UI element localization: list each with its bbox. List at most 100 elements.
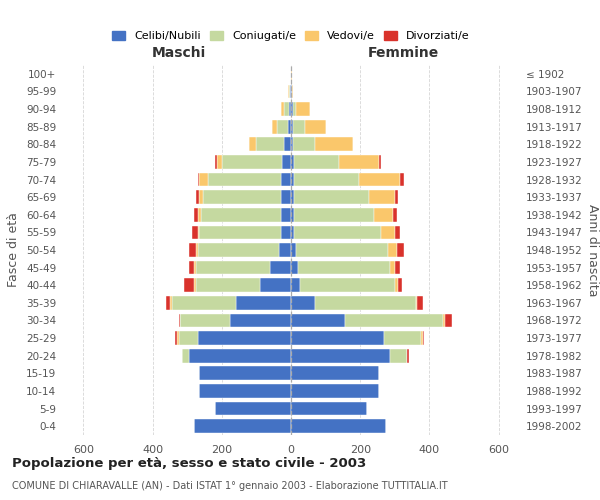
Bar <box>407 349 409 362</box>
Bar <box>291 84 292 98</box>
Bar <box>291 366 379 380</box>
Bar <box>197 331 291 345</box>
Bar <box>291 172 295 186</box>
Bar <box>194 208 197 222</box>
Bar <box>289 102 291 116</box>
Bar <box>189 349 291 362</box>
Bar <box>389 349 407 362</box>
Bar <box>400 172 404 186</box>
Bar <box>315 138 353 151</box>
Bar <box>201 208 281 222</box>
Text: Popolazione per età, sesso e stato civile - 2003: Popolazione per età, sesso e stato civil… <box>12 458 366 470</box>
Bar <box>421 331 422 345</box>
Bar <box>197 172 199 186</box>
Bar <box>256 138 284 151</box>
Bar <box>203 190 281 204</box>
Bar <box>291 314 344 328</box>
Bar <box>189 243 196 257</box>
Bar <box>182 349 189 362</box>
Bar <box>208 172 281 186</box>
Bar <box>291 349 389 362</box>
Bar <box>281 172 291 186</box>
Bar <box>199 172 208 186</box>
Bar <box>374 208 393 222</box>
Bar <box>281 226 291 239</box>
Text: Maschi: Maschi <box>151 46 206 60</box>
Bar <box>199 384 291 398</box>
Bar <box>196 260 270 274</box>
Bar <box>260 278 291 292</box>
Bar <box>193 226 197 239</box>
Bar <box>284 102 289 116</box>
Bar <box>289 84 290 98</box>
Bar <box>291 296 315 310</box>
Bar <box>385 331 421 345</box>
Bar <box>395 260 400 274</box>
Bar <box>272 120 277 134</box>
Bar <box>281 102 284 116</box>
Bar <box>250 138 256 151</box>
Bar <box>291 243 296 257</box>
Bar <box>199 190 203 204</box>
Bar <box>215 402 291 415</box>
Bar <box>166 296 170 310</box>
Bar <box>175 331 177 345</box>
Bar <box>395 278 398 292</box>
Bar <box>288 84 289 98</box>
Bar <box>194 260 196 274</box>
Bar <box>222 155 283 169</box>
Bar <box>359 172 400 186</box>
Bar <box>281 208 291 222</box>
Bar <box>369 190 395 204</box>
Bar <box>379 155 381 169</box>
Bar <box>236 296 291 310</box>
Bar <box>196 190 199 204</box>
Bar <box>296 243 388 257</box>
Bar <box>445 314 452 328</box>
Bar <box>299 278 395 292</box>
Bar <box>291 420 386 433</box>
Bar <box>172 296 236 310</box>
Bar <box>199 226 281 239</box>
Bar <box>422 331 424 345</box>
Bar <box>189 260 194 274</box>
Bar <box>230 314 291 328</box>
Bar <box>177 331 179 345</box>
Bar <box>184 278 194 292</box>
Bar <box>418 296 422 310</box>
Bar <box>395 226 400 239</box>
Bar <box>295 226 381 239</box>
Bar <box>194 278 196 292</box>
Bar <box>170 296 172 310</box>
Bar <box>389 260 395 274</box>
Bar <box>295 208 374 222</box>
Bar <box>291 155 295 169</box>
Bar <box>388 243 397 257</box>
Bar <box>283 155 291 169</box>
Bar <box>291 102 293 116</box>
Bar <box>279 243 291 257</box>
Text: COMUNE DI CHIARAVALLE (AN) - Dati ISTAT 1° gennaio 2003 - Elaborazione TUTTITALI: COMUNE DI CHIARAVALLE (AN) - Dati ISTAT … <box>12 481 448 491</box>
Bar <box>398 278 402 292</box>
Bar <box>416 296 418 310</box>
Bar <box>344 314 443 328</box>
Bar <box>393 208 397 222</box>
Bar <box>305 120 326 134</box>
Bar <box>291 67 292 80</box>
Bar <box>284 138 291 151</box>
Bar <box>397 243 404 257</box>
Bar <box>340 155 379 169</box>
Bar <box>291 226 295 239</box>
Bar <box>197 208 201 222</box>
Y-axis label: Fasce di età: Fasce di età <box>7 212 20 288</box>
Bar <box>291 402 367 415</box>
Bar <box>291 278 299 292</box>
Bar <box>293 120 305 134</box>
Bar <box>291 138 293 151</box>
Bar <box>199 366 291 380</box>
Bar <box>179 314 180 328</box>
Bar <box>196 243 197 257</box>
Bar <box>290 84 291 98</box>
Bar <box>315 296 416 310</box>
Bar <box>295 172 359 186</box>
